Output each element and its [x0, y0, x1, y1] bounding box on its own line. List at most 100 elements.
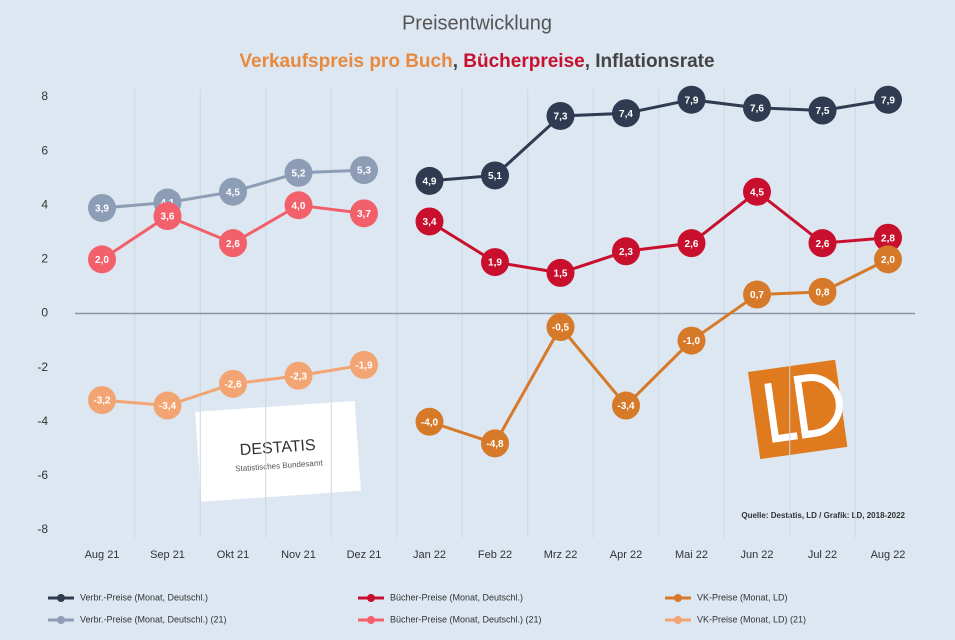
subtitle-part: Bücherpreise [463, 51, 584, 72]
logo-card [195, 400, 361, 502]
data-point [350, 350, 378, 379]
data-label: 3,6 [161, 212, 175, 223]
legend-label: VK-Preise (Monat, LD) (21) [697, 614, 806, 624]
data-label: -4,0 [421, 417, 439, 428]
data-label: 5,1 [488, 171, 502, 182]
legend-label: Bücher-Preise (Monat, Deutschl.) (21) [390, 614, 542, 624]
data-point [808, 277, 837, 306]
data-point [284, 361, 313, 390]
x-tick-label: Feb 22 [478, 549, 512, 561]
x-tick-label: Sep 21 [150, 549, 185, 561]
data-point [219, 229, 247, 258]
data-point [88, 193, 116, 222]
x-tick-label: Dez 21 [347, 549, 382, 561]
destatis-logo: DESTATIS Statistisches Bundesamt [195, 400, 361, 502]
legend-dot [57, 594, 65, 602]
data-label: -1,9 [355, 361, 373, 372]
data-label: 7,5 [816, 106, 830, 117]
data-point [546, 313, 575, 342]
data-point [415, 407, 444, 436]
data-point [88, 386, 116, 415]
subtitle-part: Verkaufspreis pro Buch [239, 51, 452, 72]
data-point [874, 85, 902, 114]
data-point [481, 161, 509, 190]
data-point [88, 245, 116, 274]
data-point [350, 156, 378, 185]
subtitle-part: , [453, 51, 464, 72]
subtitle-part: , Inflationsrate [585, 51, 715, 72]
x-tick-label: Jul 22 [808, 549, 837, 561]
ld-logo [748, 359, 848, 460]
chart-title: Preisentwicklung [402, 12, 552, 34]
x-tick-label: Aug 21 [85, 549, 120, 561]
data-label: 0,7 [750, 290, 764, 301]
data-label: -3,4 [617, 401, 635, 412]
data-point [219, 177, 247, 206]
data-point [677, 326, 706, 355]
data-label: 5,3 [357, 166, 371, 177]
x-tick-label: Aug 22 [871, 549, 906, 561]
legend-label: Bücher-Preise (Monat, Deutschl.) [390, 592, 523, 602]
data-point [546, 258, 575, 287]
data-label: 7,3 [554, 112, 568, 123]
x-tick-label: Mrz 22 [544, 549, 578, 561]
data-label: 7,9 [685, 95, 699, 106]
data-point [743, 280, 771, 309]
data-point [677, 85, 706, 114]
data-point [677, 229, 706, 258]
data-label: 2,6 [816, 239, 830, 250]
data-point [874, 223, 902, 252]
data-label: -1,0 [683, 336, 701, 347]
data-point [546, 101, 575, 130]
data-label: 0,8 [816, 287, 830, 298]
data-point [743, 177, 771, 206]
data-label: 2,0 [881, 255, 895, 266]
data-label: 4,0 [292, 201, 306, 212]
data-label: 1,9 [488, 258, 502, 269]
x-tick-label: Okt 21 [217, 549, 249, 561]
data-label: -3,4 [159, 401, 177, 412]
data-label: 2,6 [685, 239, 699, 250]
y-tick-label: 4 [41, 197, 48, 211]
y-tick-label: -6 [37, 468, 48, 482]
x-tick-label: Jan 22 [413, 549, 446, 561]
legend-label: VK-Preise (Monat, LD) [697, 592, 788, 602]
x-tick-label: Jun 22 [740, 549, 773, 561]
data-point [612, 391, 640, 420]
x-tick-label: Mai 22 [675, 549, 708, 561]
data-point [743, 93, 771, 122]
data-point [612, 237, 640, 266]
data-point [350, 199, 378, 228]
data-label: 2,6 [226, 239, 240, 250]
data-label: 5,2 [292, 168, 306, 179]
y-tick-label: -4 [37, 414, 48, 428]
data-label: 7,9 [881, 95, 895, 106]
legend-label: Verbr.-Preise (Monat, Deutschl.) (21) [80, 614, 227, 624]
data-label: 4,5 [226, 187, 240, 198]
y-tick-label: 6 [41, 143, 48, 157]
data-label: 2,3 [619, 247, 633, 258]
data-point [219, 369, 247, 398]
chart-subtitle: Verkaufspreis pro Buch, Bücherpreise, In… [239, 51, 714, 72]
data-label: -0,5 [552, 323, 570, 334]
data-label: 4,9 [423, 177, 437, 188]
y-tick-label: -2 [37, 360, 48, 374]
data-label: -2,3 [290, 371, 308, 382]
data-point [808, 229, 837, 258]
data-label: -3,2 [93, 396, 111, 407]
y-tick-label: 2 [41, 252, 48, 266]
data-label: 7,6 [750, 103, 764, 114]
data-label: 3,4 [423, 217, 437, 228]
data-label: 2,8 [881, 233, 895, 244]
data-point [808, 96, 837, 125]
data-point [874, 245, 902, 274]
data-label: -2,6 [224, 380, 242, 391]
y-tick-label: 8 [41, 89, 48, 103]
data-point [612, 99, 640, 128]
legend-dot [367, 616, 375, 624]
logo-box [748, 359, 848, 460]
data-point [284, 191, 313, 220]
data-point [481, 429, 509, 458]
source-note: Quelle: Destatis, LD / Grafik: LD, 2018-… [741, 511, 905, 520]
data-label: -4,8 [486, 439, 504, 450]
